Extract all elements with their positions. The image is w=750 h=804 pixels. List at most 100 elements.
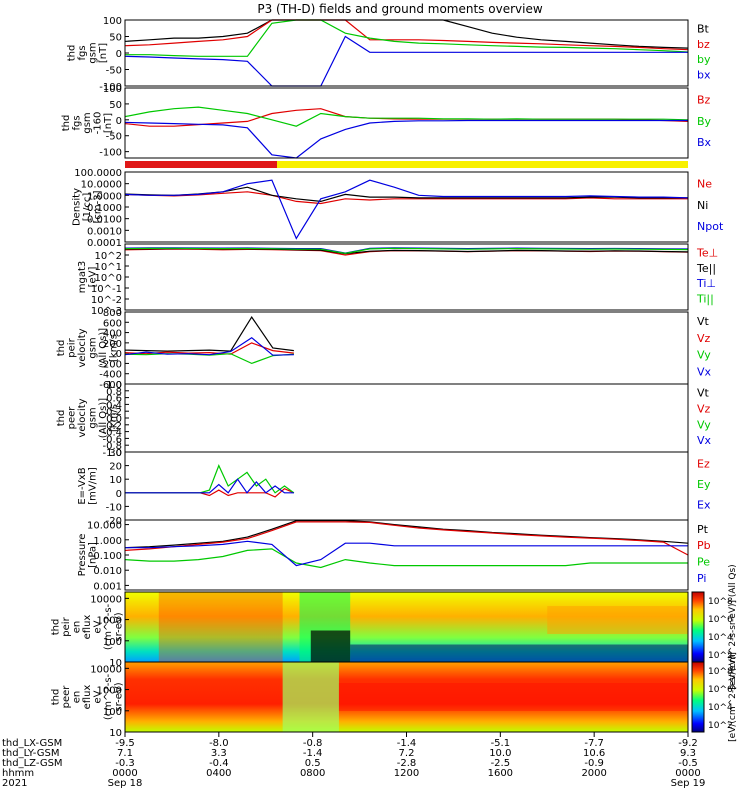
y-tick-label: 30 bbox=[109, 448, 122, 459]
series-ex-line bbox=[125, 478, 294, 494]
legend-pb: Pb bbox=[697, 539, 711, 552]
spectrogram-band bbox=[338, 683, 688, 711]
y-axis-label-line: thd bbox=[56, 340, 67, 357]
y-axis-label-line: [1/cc] bbox=[82, 193, 93, 222]
y-axis-label: thd peer en eflux eV (cm^2-s-sr-eV) bbox=[51, 673, 125, 720]
time-tick-lz: 0.5 bbox=[305, 758, 321, 769]
y-axis-label-line: thd bbox=[66, 45, 77, 62]
time-axis-row-label: 2021 bbox=[2, 778, 27, 789]
y-axis-label-line: eV bbox=[93, 620, 104, 633]
spectrogram-band bbox=[158, 592, 283, 662]
time-tick-hhmm: 1200 bbox=[394, 768, 419, 779]
panel-frame bbox=[124, 519, 689, 591]
legend-vz: Vz bbox=[697, 403, 711, 416]
series-bz-line bbox=[124, 19, 689, 51]
colorbar: 10^8 10^6 10^4 10^2[eV/(cm^2-s-sr-eV)] bbox=[691, 652, 738, 742]
time-tick-ly: 7.2 bbox=[399, 748, 415, 759]
spectrogram-band bbox=[310, 630, 351, 662]
y-axis-label-line: (All Qs)] bbox=[98, 398, 109, 438]
time-tick-date: Sep 19 bbox=[671, 778, 706, 789]
quality-flag-yellow bbox=[277, 161, 688, 168]
y-axis-label-line: peer bbox=[66, 406, 77, 430]
time-tick-date: Sep 18 bbox=[108, 778, 143, 789]
y-axis-label: Pressure [nPa] bbox=[77, 534, 99, 577]
colorbar-tick-label: 10^6 bbox=[708, 685, 733, 695]
y-tick-label: 1000 bbox=[97, 616, 122, 627]
legend-vx: Vx bbox=[697, 434, 712, 447]
y-tick-label: -50 bbox=[106, 66, 122, 77]
colorbar-tick-label: 10^4 bbox=[708, 703, 733, 713]
y-axis-label-line: [nPa] bbox=[87, 542, 98, 568]
panel-temperature: 10^210^110^010^-110^-210^-3 Te⊥ Te|| Ti⊥ Ti|… bbox=[77, 243, 718, 317]
series-npot-line bbox=[124, 179, 689, 240]
legend-bz: bz bbox=[697, 38, 710, 51]
legend-vt: Vt bbox=[697, 387, 710, 400]
panel-frame bbox=[124, 19, 689, 87]
legend-vt: Vt bbox=[697, 315, 710, 328]
series-by-line bbox=[125, 19, 689, 57]
y-tick-label: 10 bbox=[109, 728, 122, 739]
y-tick-label: -0.4 bbox=[102, 428, 122, 439]
y-tick-label: 0.0010 bbox=[87, 226, 122, 237]
legend-pi: Pi bbox=[697, 572, 706, 585]
y-tick-label: 0.010 bbox=[93, 566, 122, 577]
quality-flag-red bbox=[125, 161, 278, 168]
panel-efield: 30 20 10 0 -10 -20 Ez Ey Ex E=-VxB [mV/m] bbox=[77, 448, 711, 527]
y-tick-label: 0.1000 bbox=[87, 203, 122, 214]
y-tick-label: 0.6 bbox=[106, 394, 122, 405]
y-tick-label: 10000 bbox=[90, 664, 122, 675]
panel-pressure: 10.000 1.000 0.100 0.010 0.001 Pt Pb Pe Pi Pressu… bbox=[77, 519, 711, 592]
y-axis-label-line: peir bbox=[66, 337, 77, 357]
legend-vz: Vz bbox=[697, 332, 711, 345]
y-tick-label: 10.0000 bbox=[81, 180, 122, 191]
y-tick-label: 10 bbox=[109, 658, 122, 669]
y-axis-label-line: -160 bbox=[93, 112, 104, 135]
y-tick-label: 0.4 bbox=[106, 400, 122, 411]
time-tick-lz: -2.5 bbox=[491, 758, 511, 769]
time-tick-ly: 10.6 bbox=[583, 748, 605, 759]
y-axis-label-line: peir bbox=[61, 616, 72, 636]
y-tick-label: 10^1 bbox=[95, 262, 122, 273]
y-tick-label: 10^-3 bbox=[91, 306, 122, 317]
time-tick-lx: -0.8 bbox=[303, 738, 323, 749]
y-tick-label: 100.0000 bbox=[74, 168, 122, 179]
legend-bx: Bx bbox=[697, 136, 712, 149]
y-tick-label: 10^2 bbox=[95, 251, 122, 262]
legend-ex: Ex bbox=[697, 499, 711, 512]
legend-te: Te|| bbox=[696, 262, 716, 275]
legend-bz: Bz bbox=[697, 94, 711, 107]
legend-te: Te⊥ bbox=[696, 246, 718, 259]
y-tick-label: 10^0 bbox=[95, 273, 122, 284]
colorbar-label: [eV/(cm^2-s-sr-eV)] bbox=[728, 652, 738, 742]
y-tick-label: 0 bbox=[116, 349, 122, 360]
y-tick-label: 10^-2 bbox=[91, 295, 122, 306]
y-tick-label: 1.0000 bbox=[87, 191, 122, 202]
time-axis-row-label: thd_LY-GSM bbox=[2, 748, 59, 759]
spectrogram-band bbox=[547, 606, 688, 634]
y-axis-label-line: gsm bbox=[82, 112, 93, 133]
legend-pt: Pt bbox=[697, 523, 709, 536]
time-tick-lz: -0.4 bbox=[209, 758, 229, 769]
y-axis-label-line: mgat3 bbox=[77, 261, 88, 294]
y-axis-label: thd fgs gsm -160 [nT] bbox=[61, 112, 114, 135]
chart-title: P3 (TH-D) fields and ground moments over… bbox=[257, 2, 542, 16]
y-axis-label-line: eV bbox=[93, 690, 104, 703]
y-tick-label: 1000 bbox=[97, 686, 122, 697]
time-axis-row-label: thd_LZ-GSM bbox=[2, 758, 63, 769]
time-tick-ly: 7.1 bbox=[117, 748, 133, 759]
y-tick-label: 100 bbox=[103, 637, 122, 648]
time-tick-lz: -0.9 bbox=[584, 758, 604, 769]
y-tick-label: 0 bbox=[116, 116, 122, 127]
y-axis-label-line: peer bbox=[61, 685, 72, 709]
y-tick-label: -200 bbox=[99, 359, 122, 370]
y-tick-label: -10 bbox=[106, 502, 122, 513]
panel-bg bbox=[125, 312, 688, 384]
y-axis-label-line: [km/s bbox=[108, 334, 119, 362]
legend-bx: bx bbox=[697, 68, 711, 81]
panel-frame bbox=[124, 243, 689, 311]
y-tick-label: 0 bbox=[116, 489, 122, 500]
y-tick-label: 200 bbox=[103, 339, 122, 350]
series-by-line bbox=[124, 106, 689, 127]
y-axis-label-line: [nT] bbox=[103, 113, 114, 133]
